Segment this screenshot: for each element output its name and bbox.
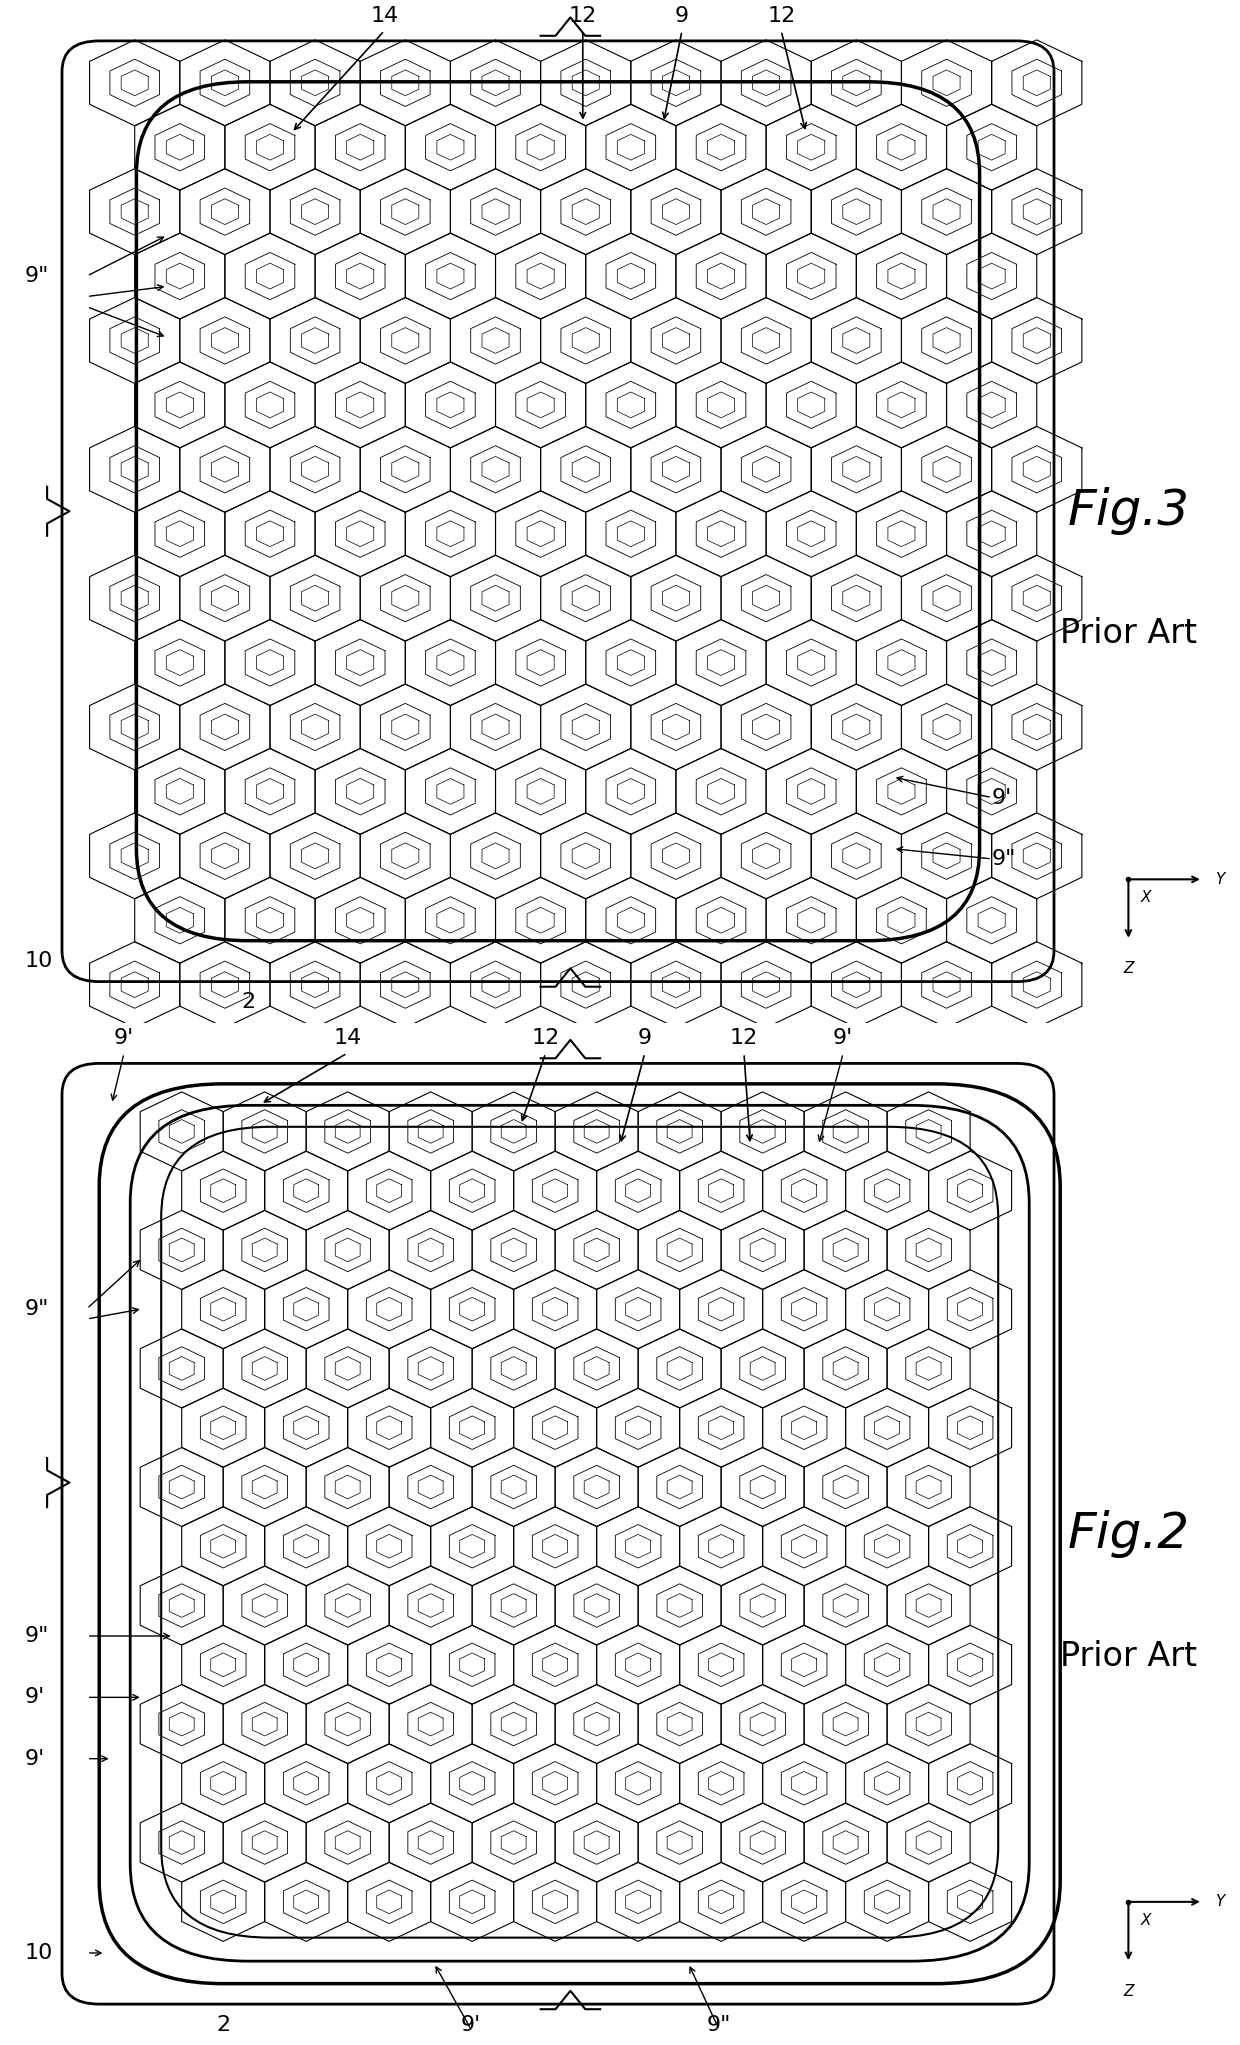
Text: Y: Y <box>1215 1894 1225 1910</box>
Text: Fig.2: Fig.2 <box>1068 1509 1189 1558</box>
Text: 9': 9' <box>25 1748 45 1769</box>
Text: 2: 2 <box>216 2014 231 2035</box>
Text: Y: Y <box>1215 871 1225 888</box>
Text: 9': 9' <box>992 787 1012 808</box>
Text: 9": 9" <box>25 1626 50 1646</box>
Text: X: X <box>1141 1912 1151 1928</box>
Text: 9: 9 <box>637 1029 652 1049</box>
Text: 2: 2 <box>241 992 255 1012</box>
Text: Z: Z <box>1123 961 1133 975</box>
Text: 9': 9' <box>461 2014 481 2035</box>
Text: Prior Art: Prior Art <box>1060 1640 1197 1673</box>
Text: Z: Z <box>1123 1984 1133 1998</box>
Text: 10: 10 <box>25 951 53 971</box>
Text: 10: 10 <box>25 1943 53 1963</box>
Text: 14: 14 <box>334 1029 361 1049</box>
Text: 9": 9" <box>707 2014 732 2035</box>
Text: 9: 9 <box>675 6 689 27</box>
Text: 9": 9" <box>992 849 1017 869</box>
Text: 9": 9" <box>25 266 50 286</box>
Text: 9': 9' <box>114 1029 134 1049</box>
Text: 9': 9' <box>833 1029 853 1049</box>
Text: 14: 14 <box>371 6 398 27</box>
Text: Prior Art: Prior Art <box>1060 618 1197 650</box>
Text: 12: 12 <box>730 1029 758 1049</box>
Text: 12: 12 <box>768 6 795 27</box>
Text: 9': 9' <box>25 1687 45 1708</box>
Text: 12: 12 <box>532 1029 559 1049</box>
Text: X: X <box>1141 890 1151 906</box>
Text: 9": 9" <box>25 1299 50 1319</box>
Text: Fig.3: Fig.3 <box>1068 487 1189 536</box>
Text: 12: 12 <box>569 6 596 27</box>
